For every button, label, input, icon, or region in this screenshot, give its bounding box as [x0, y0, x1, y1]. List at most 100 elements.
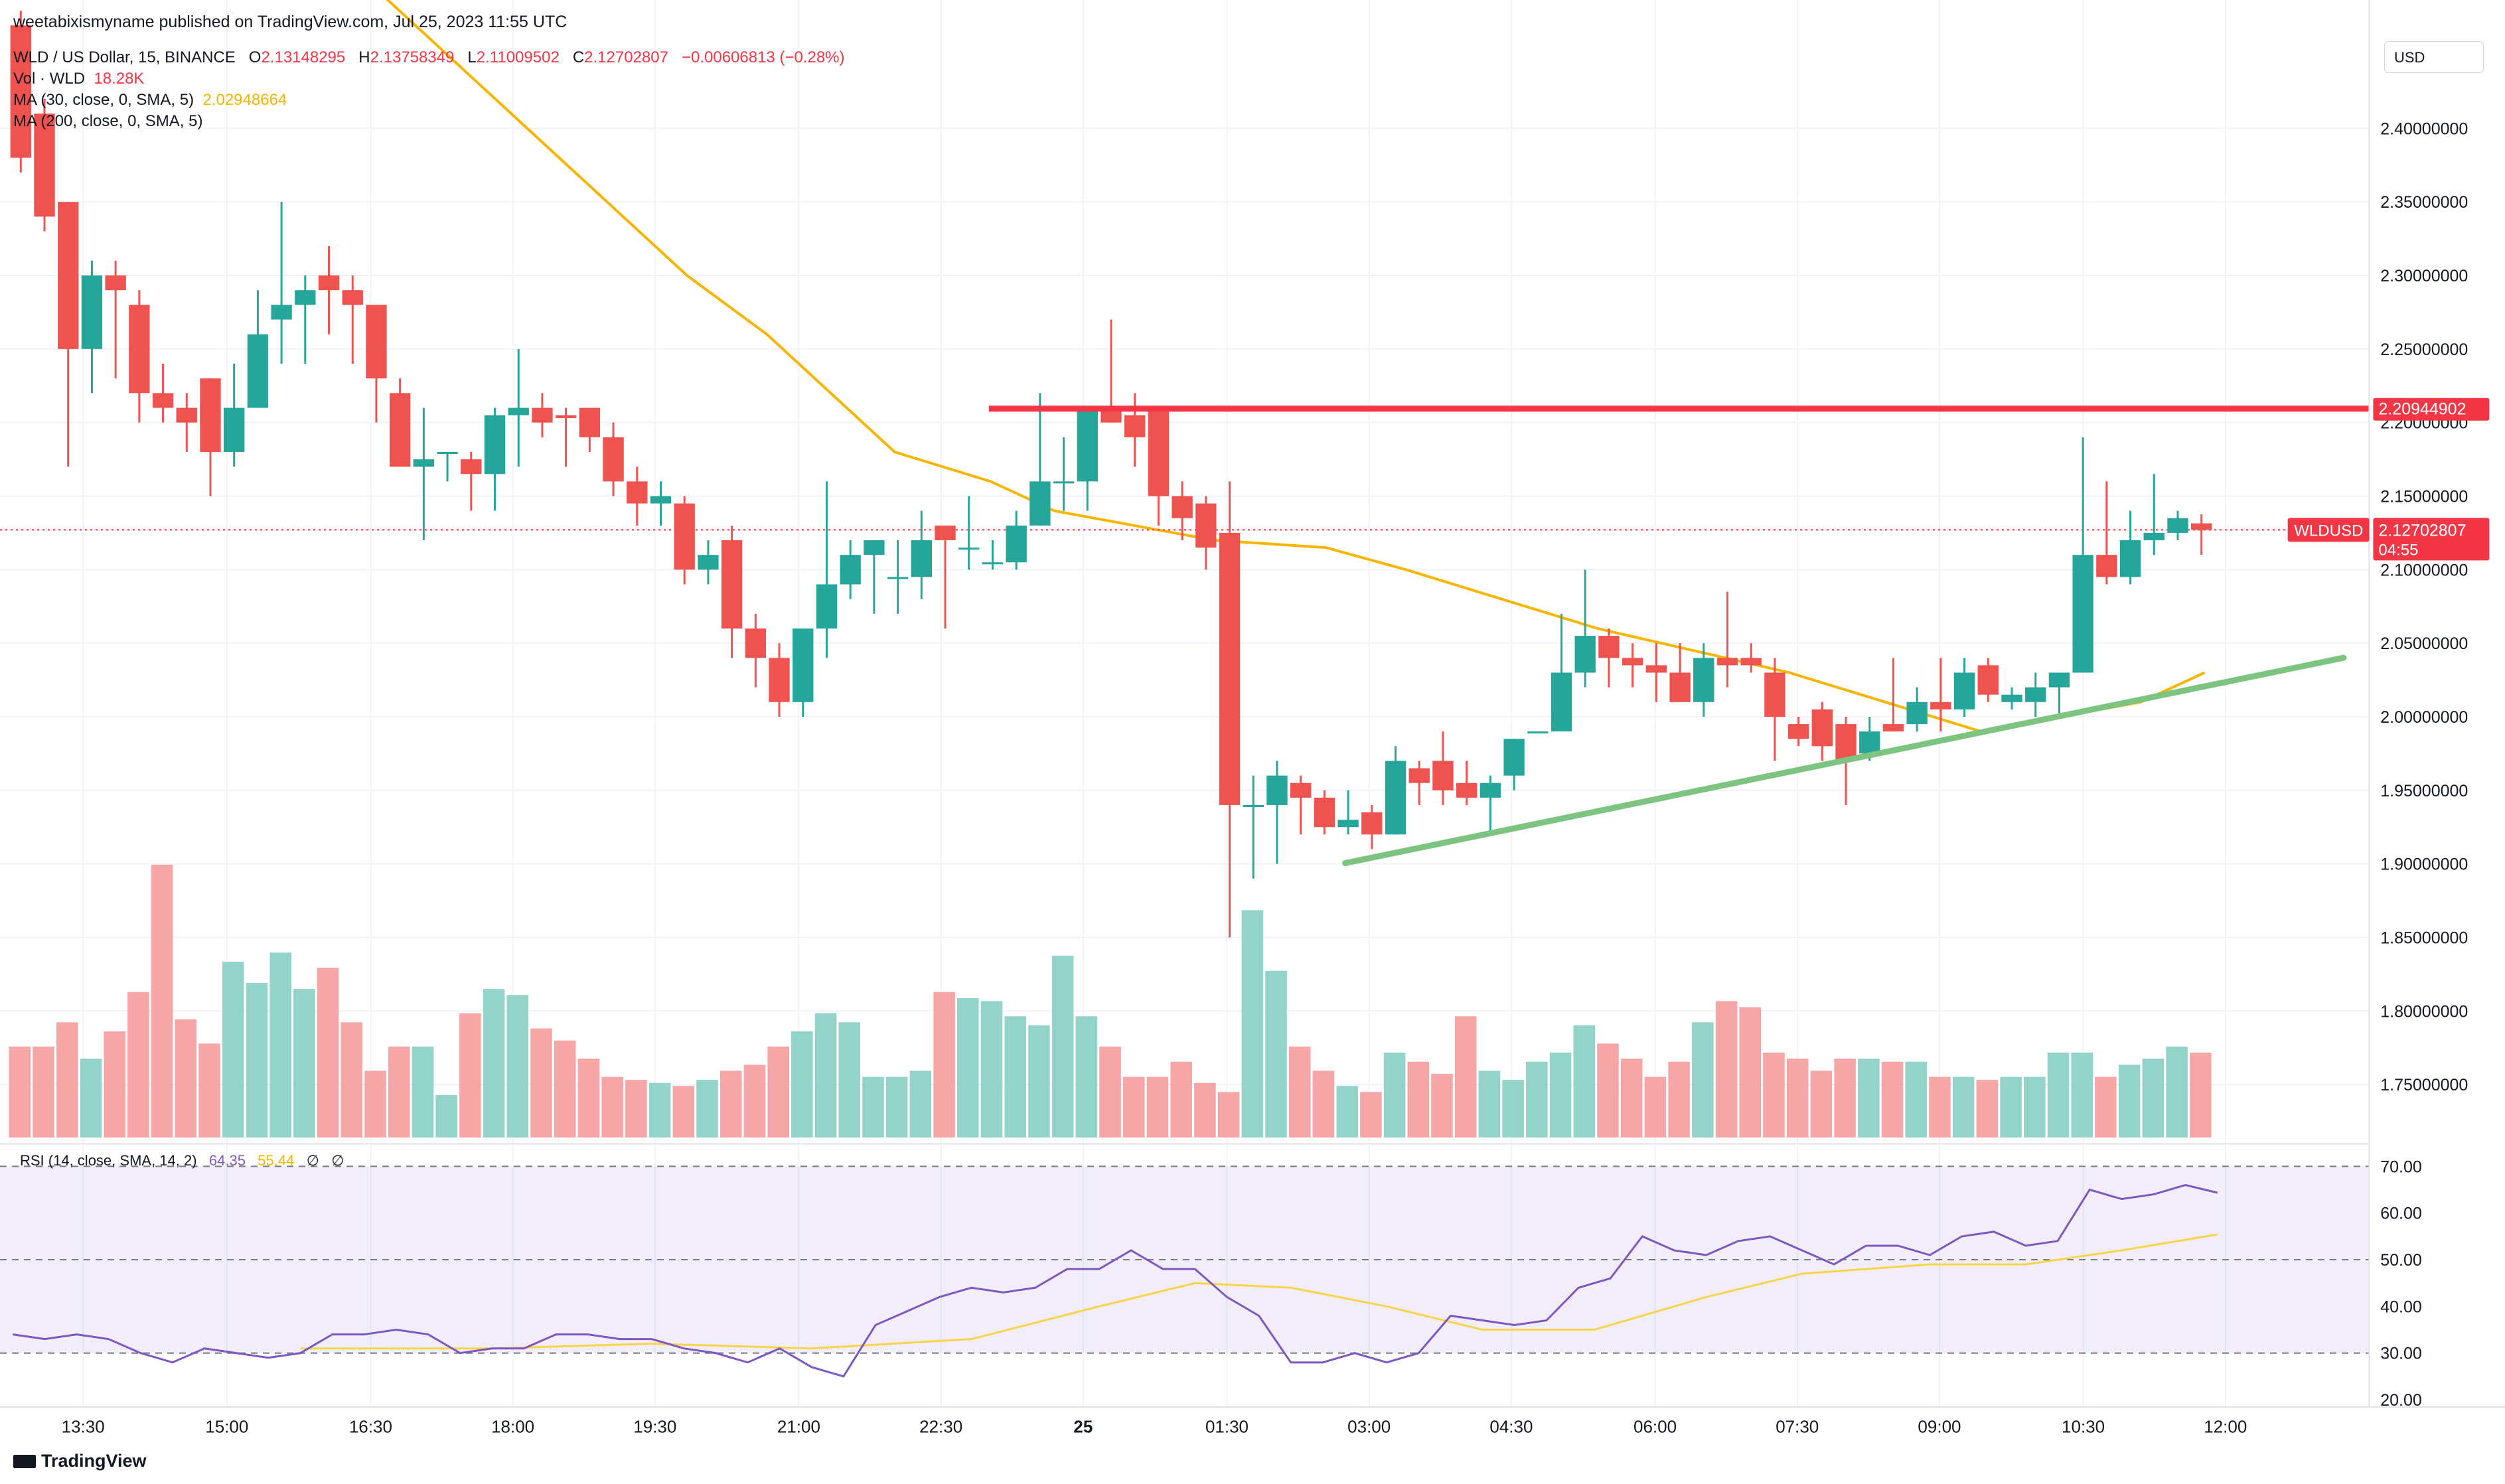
time-tick: 13:30: [62, 1417, 105, 1437]
candle-body: [982, 562, 1004, 565]
candle-body: [1645, 665, 1667, 673]
volume-bar: [1028, 1025, 1050, 1138]
volume-bar: [1905, 1061, 1928, 1138]
candle-body: [816, 584, 838, 629]
volume-bar: [720, 1071, 742, 1138]
candle-body: [1266, 775, 1288, 805]
candle-body: [271, 305, 292, 320]
change-value: −0.00606813 (−0.28%): [681, 48, 845, 66]
candle-body: [389, 393, 411, 467]
candle-body: [1740, 658, 1762, 666]
volume-label: Vol · WLD: [13, 70, 86, 88]
tv-logo-icon: [13, 1455, 36, 1468]
candle-body: [1598, 636, 1620, 658]
time-tick: 15:00: [205, 1417, 248, 1437]
price-tick: 2.40000000: [2380, 119, 2468, 138]
volume-bar: [577, 1059, 600, 1138]
volume-bar: [1834, 1059, 1856, 1138]
volume-bar: [1051, 955, 1074, 1138]
candle-body: [2025, 687, 2046, 702]
volume-bar: [530, 1028, 552, 1138]
volume-bar: [2190, 1053, 2212, 1138]
candle-body: [484, 415, 506, 475]
volume-bar: [1763, 1053, 1785, 1138]
volume-value: 18.28K: [94, 70, 145, 88]
volume-bar: [9, 1046, 31, 1138]
candle-body: [1456, 782, 1478, 798]
ma30-path: [386, 0, 2206, 733]
candle-body: [1314, 797, 1335, 828]
candle-body: [461, 459, 482, 475]
volume-bar: [222, 962, 244, 1138]
candle-body: [1787, 724, 1809, 739]
candle-body: [1835, 724, 1857, 761]
volume-bar: [412, 1046, 434, 1138]
volume-bar: [1265, 970, 1287, 1138]
price-tick: 1.75000000: [2380, 1076, 2468, 1094]
symbol-legend: WLD / US Dollar, 15, BINANCE O2.13148295…: [13, 48, 845, 68]
candle-body: [1243, 804, 1264, 807]
rsi-empty-2: ∅: [331, 1152, 344, 1169]
ma30-legend: MA (30, close, 0, SMA, 5) 2.02948664: [13, 90, 287, 110]
candle-body: [887, 577, 909, 579]
volume-bar: [909, 1071, 932, 1138]
close-label: C: [572, 48, 585, 66]
candle-body: [152, 393, 174, 408]
ma30-line: [0, 0, 2370, 733]
volume-bar: [293, 989, 315, 1138]
candle-body: [1219, 532, 1241, 805]
volume-bar: [2047, 1053, 2070, 1138]
candle-body: [295, 290, 316, 305]
volume-bar: [1715, 1001, 1738, 1138]
candle-body: [674, 503, 695, 570]
volume-bar: [814, 1013, 837, 1138]
volume-bar: [2166, 1046, 2188, 1138]
volume-bar: [364, 1071, 386, 1138]
candle-body: [2119, 540, 2141, 577]
candle-body: [650, 496, 672, 504]
volume-bar: [1241, 910, 1264, 1138]
volume-bar: [33, 1046, 54, 1138]
volume-bar: [80, 1059, 102, 1138]
volume-bar: [388, 1046, 410, 1138]
volume-bar: [2118, 1065, 2141, 1138]
volume-bar: [151, 864, 173, 1138]
candle-body: [721, 540, 743, 629]
trend-lines: [988, 406, 2370, 867]
candle-body: [2143, 532, 2164, 540]
candle-body: [911, 540, 932, 577]
candle-body: [935, 525, 956, 540]
volume-bar: [1360, 1092, 1382, 1138]
rsi-tick: 40.00: [2380, 1298, 2422, 1316]
candle-body: [745, 628, 767, 658]
time-tick: 07:30: [1776, 1417, 1819, 1437]
volume-bar: [767, 1046, 789, 1138]
candle-body: [1195, 503, 1217, 548]
candle-body: [223, 408, 245, 453]
volume-bar: [1786, 1059, 1809, 1138]
candle-body: [176, 408, 197, 423]
time-tick: 22:30: [919, 1417, 962, 1437]
tradingview-logo: TradingView: [13, 1451, 147, 1471]
open-value: 2.13148295: [261, 48, 346, 66]
volume-bar: [269, 952, 291, 1138]
rsi-label: RSI (14, close, SMA, 14, 2): [20, 1152, 197, 1169]
currency-selector[interactable]: USD: [2384, 41, 2484, 73]
candle-body: [318, 275, 340, 291]
candle-body: [532, 408, 553, 423]
volume-bar: [1858, 1059, 1880, 1138]
volume-bar: [672, 1086, 695, 1138]
close-value: 2.12702807: [584, 48, 668, 66]
candle-body: [1953, 672, 1975, 709]
candle-body: [1172, 496, 1193, 518]
volume-bar: [1336, 1086, 1358, 1138]
ma30-value: 2.02948664: [202, 91, 287, 109]
volume-bar: [198, 1043, 220, 1138]
volume-bar: [1526, 1061, 1548, 1138]
rsi-legend: RSI (14, close, SMA, 14, 2) 64.35 55.44 …: [20, 1151, 344, 1171]
volume-bar: [1952, 1076, 1975, 1138]
volume-bar: [1597, 1043, 1619, 1138]
high-label: H: [358, 48, 370, 66]
volume-bar: [554, 1040, 576, 1138]
